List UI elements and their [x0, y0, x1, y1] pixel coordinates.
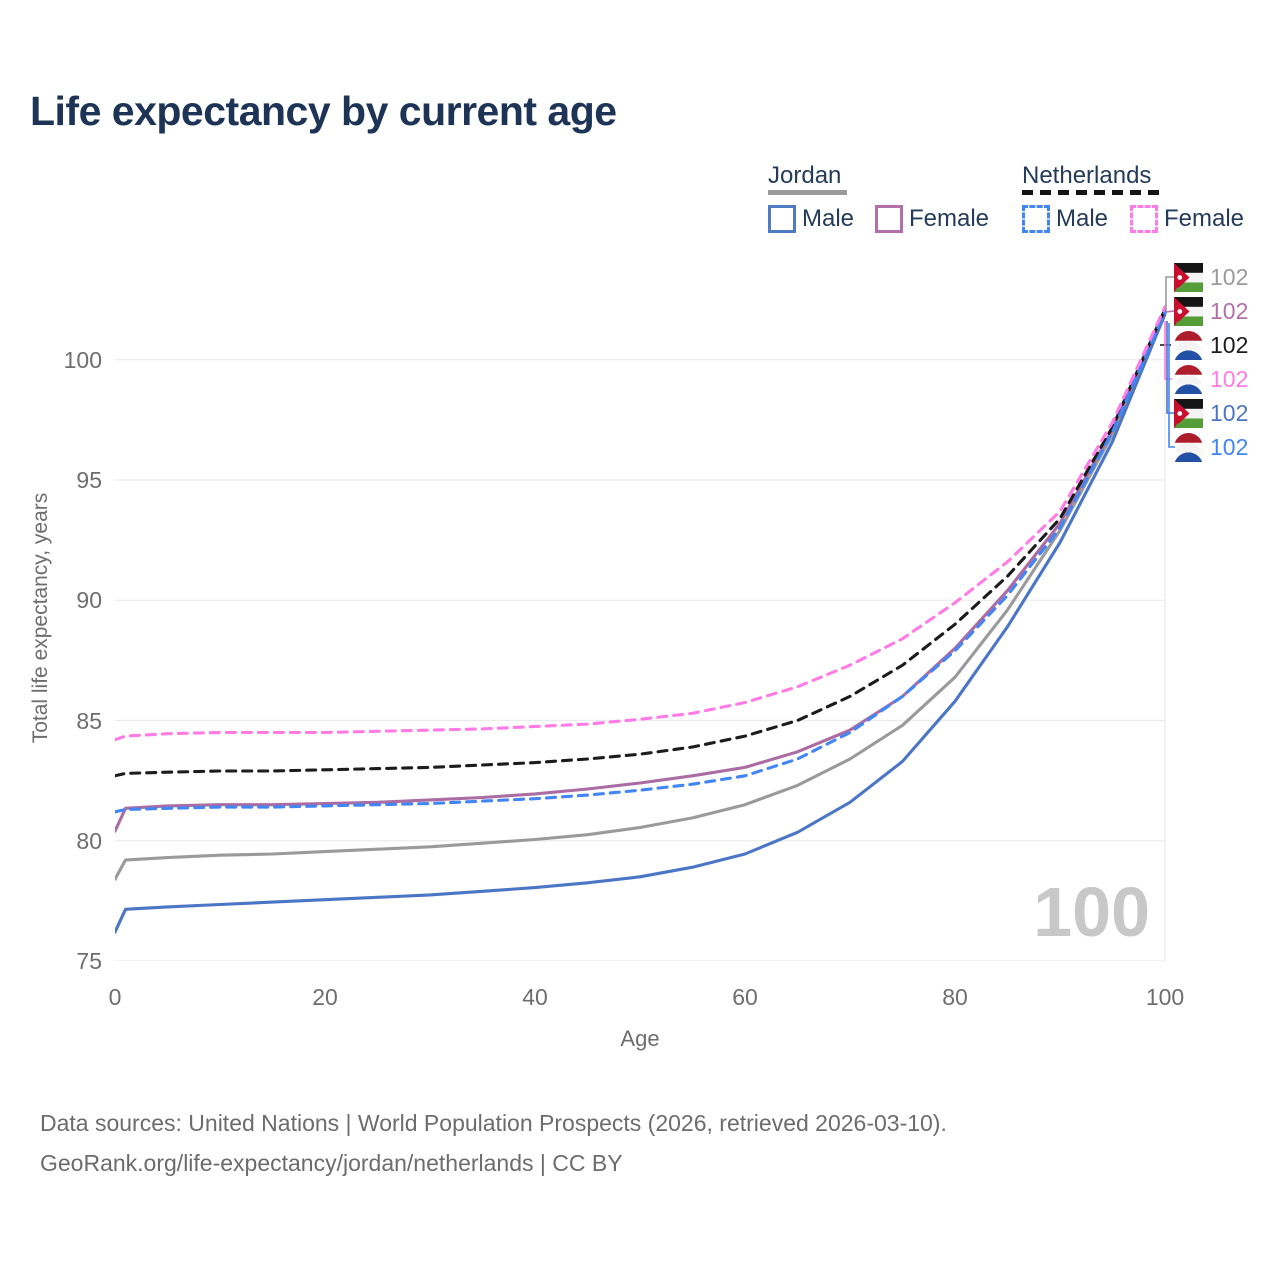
leader-line: [1166, 321, 1174, 414]
legend-label: Female: [1164, 205, 1245, 232]
end-value: 102: [1210, 264, 1249, 290]
netherlands-flag-icon: [1174, 365, 1203, 394]
x-tick-label: 60: [732, 984, 758, 1010]
page-title: Life expectancy by current age: [30, 88, 617, 134]
end-label-jordan-1: 102: [1174, 296, 1248, 326]
y-tick-label: 100: [63, 346, 102, 373]
leader-line: [1165, 276, 1174, 310]
legend-item-netherlands-male[interactable]: Male: [1022, 205, 1108, 233]
series-line-jordan-female: [115, 307, 1167, 833]
legend-jordan-line-sample: [768, 190, 847, 195]
end-value: 102: [1210, 400, 1249, 426]
netherlands-female-swatch-icon: [1130, 205, 1158, 233]
legend-label: Female: [909, 205, 990, 232]
y-tick-label: 85: [76, 707, 102, 734]
legend-label: Male: [802, 205, 855, 232]
jordan-flag-icon: [1174, 296, 1203, 326]
end-label-netherlands-5: 102: [1174, 432, 1248, 462]
legend-item-netherlands-female[interactable]: Female: [1130, 205, 1244, 233]
y-tick-label: 75: [76, 948, 102, 974]
line-chart-plot: [115, 276, 1175, 961]
age-counter-watermark: 100: [1033, 873, 1150, 951]
series-line-jordan-male: [115, 312, 1167, 934]
series-line-netherlands-male: [115, 310, 1167, 814]
x-tick-label: 80: [942, 984, 968, 1010]
y-tick-label: 90: [76, 587, 102, 614]
end-value: 102: [1210, 298, 1249, 324]
leader-line: [1168, 323, 1175, 448]
end-label-jordan-4: 102: [1174, 398, 1248, 428]
series-line-netherlands-female: [115, 305, 1167, 742]
series-line-netherlands-total: [115, 307, 1167, 778]
end-value: 102: [1210, 366, 1249, 392]
footer-sources: Data sources: United Nations | World Pop…: [40, 1110, 947, 1136]
x-tick-label: 100: [1145, 984, 1185, 1010]
legend-item-jordan-male[interactable]: Male: [768, 205, 854, 233]
end-value: 102: [1210, 434, 1249, 460]
netherlands-flag-icon: [1174, 331, 1203, 360]
y-tick-label: 95: [76, 467, 102, 493]
end-label-jordan-0: 102: [1174, 262, 1248, 292]
footer-attribution: GeoRank.org/life-expectancy/jordan/nethe…: [40, 1150, 623, 1176]
series-line-jordan-total: [115, 310, 1167, 881]
netherlands-flag-icon: [1174, 433, 1203, 462]
end-label-netherlands-3: 102: [1174, 364, 1248, 394]
y-tick-label: 80: [76, 827, 102, 854]
legend-group-jordan[interactable]: Jordan: [768, 162, 842, 189]
netherlands-male-swatch-icon: [1022, 205, 1050, 233]
jordan-male-swatch-icon: [768, 205, 796, 233]
x-tick-label: 0: [108, 984, 122, 1010]
legend-item-jordan-female[interactable]: Female: [875, 205, 989, 233]
legend-label: Male: [1056, 205, 1109, 232]
x-tick-label: 20: [312, 984, 338, 1010]
jordan-flag-icon: [1174, 262, 1203, 292]
legend-group-netherlands[interactable]: Netherlands: [1022, 162, 1152, 189]
x-tick-label: 40: [522, 984, 548, 1010]
legend-netherlands-line-sample: [1022, 190, 1163, 195]
jordan-female-swatch-icon: [875, 205, 903, 233]
jordan-flag-icon: [1174, 398, 1203, 428]
leader-line: [1165, 310, 1175, 313]
end-label-netherlands-2: 102: [1174, 330, 1248, 360]
x-axis-title: Age: [620, 1026, 660, 1051]
end-value: 102: [1210, 332, 1249, 358]
